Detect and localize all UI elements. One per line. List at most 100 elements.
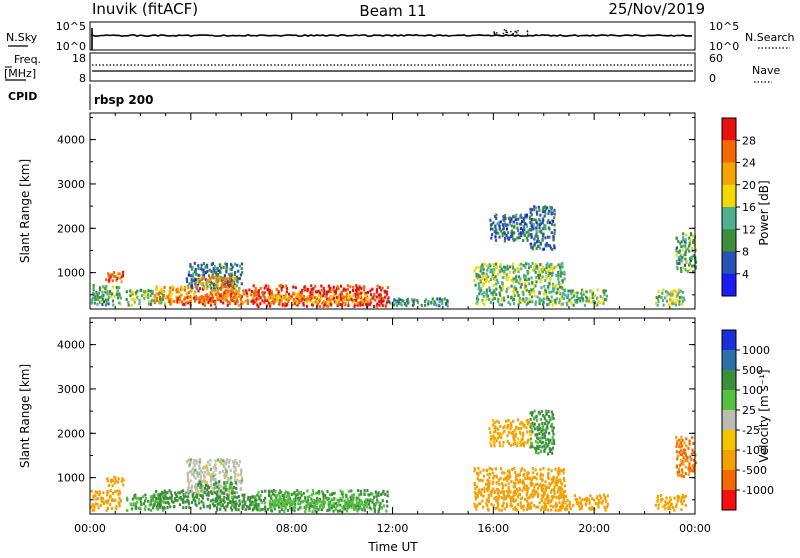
velocity-cell <box>222 459 225 463</box>
velocity-cell <box>679 463 682 467</box>
velocity-cell <box>533 503 536 507</box>
power-cell <box>482 267 485 271</box>
power-cell <box>558 301 561 305</box>
power-cell <box>681 248 684 252</box>
velocity-cell <box>144 499 147 503</box>
velocity-cell <box>668 500 671 504</box>
velocity-cell <box>380 493 383 497</box>
velocity-cell <box>491 436 494 440</box>
velocity-cell <box>526 496 529 500</box>
power-cell <box>517 275 521 279</box>
power-cell <box>676 293 679 297</box>
power-cell <box>339 303 342 306</box>
power-cell <box>490 268 493 272</box>
power-cell <box>194 290 197 294</box>
power-cell <box>548 290 551 294</box>
power-cell <box>209 276 212 280</box>
power-cell <box>236 280 239 284</box>
velocity-cell <box>669 498 672 502</box>
velocity-cell <box>474 497 477 501</box>
velocity-cell <box>516 441 519 445</box>
velocity-cell <box>534 492 537 496</box>
velocity-colorbar-cell <box>722 390 736 411</box>
velocity-cell <box>113 490 116 494</box>
power-cell <box>169 286 172 290</box>
power-cell <box>538 218 541 222</box>
power-cell <box>478 284 481 288</box>
power-cell <box>188 270 191 274</box>
power-cell <box>656 297 660 301</box>
velocity-cell <box>342 495 345 499</box>
velocity-cell <box>231 500 235 504</box>
power-cell <box>291 303 294 307</box>
power-cell <box>547 235 550 239</box>
velocity-cell <box>214 484 217 488</box>
power-cell <box>557 277 560 281</box>
velocity-cell <box>244 508 247 511</box>
power-cell <box>513 302 516 306</box>
velocity-cell <box>681 453 684 457</box>
velocity-cell <box>529 433 532 437</box>
power-cell <box>380 297 383 300</box>
velocity-cell <box>212 471 215 475</box>
velocity-cell <box>112 499 115 503</box>
power-cell <box>144 290 147 294</box>
power-cell <box>424 298 428 302</box>
velocity-cell <box>379 501 382 505</box>
power-cell <box>281 303 284 306</box>
velocity-cell <box>111 491 115 495</box>
power-cell <box>561 265 564 269</box>
velocity-cell <box>521 496 524 500</box>
velocity-cell <box>105 508 108 512</box>
velocity-cell <box>516 508 519 512</box>
power-cell <box>310 284 313 288</box>
power-cell <box>356 293 359 297</box>
power-cell <box>553 208 556 212</box>
power-cell <box>519 213 522 217</box>
power-cell <box>496 278 499 282</box>
velocity-cell <box>308 506 311 510</box>
velocity-cell <box>573 494 576 498</box>
velocity-cell <box>598 500 601 504</box>
power-cell <box>226 299 229 303</box>
power-cell <box>491 291 494 295</box>
velocity-cell <box>486 489 489 493</box>
power-cell <box>340 284 343 288</box>
velocity-cell <box>509 502 512 506</box>
power-cell <box>512 280 515 284</box>
velocity-cell <box>216 485 219 489</box>
velocity-cell <box>552 488 555 492</box>
velocity-cell <box>297 502 300 506</box>
power-cell <box>675 249 678 253</box>
velocity-cell <box>335 506 338 510</box>
power-cell <box>576 295 579 299</box>
velocity-cell <box>377 500 380 504</box>
velocity-cell <box>279 497 283 501</box>
power-cell <box>535 220 538 224</box>
velocity-cell <box>241 493 244 497</box>
power-cell <box>346 284 349 288</box>
velocity-cell <box>538 432 541 436</box>
velocity-cell <box>187 485 190 489</box>
power-cell <box>210 270 213 274</box>
velocity-cell <box>349 502 352 506</box>
velocity-cell <box>488 466 491 470</box>
velocity-cell <box>307 498 310 502</box>
power-cell <box>551 248 554 251</box>
power-cell <box>522 225 525 229</box>
velocity-cell <box>199 474 202 478</box>
velocity-cell <box>197 489 200 493</box>
power-cell <box>510 217 513 221</box>
velocity-cell <box>199 480 202 484</box>
velocity-cell <box>363 489 366 493</box>
power-cell <box>655 296 658 300</box>
power-cell <box>213 269 216 273</box>
power-cell <box>133 300 136 304</box>
power-cell <box>228 276 231 280</box>
power-cell <box>119 302 122 306</box>
power-cell <box>692 270 695 274</box>
power-cell <box>400 303 403 307</box>
power-patch-12 <box>489 213 534 243</box>
velocity-cell <box>194 485 198 489</box>
power-cell <box>553 212 556 216</box>
